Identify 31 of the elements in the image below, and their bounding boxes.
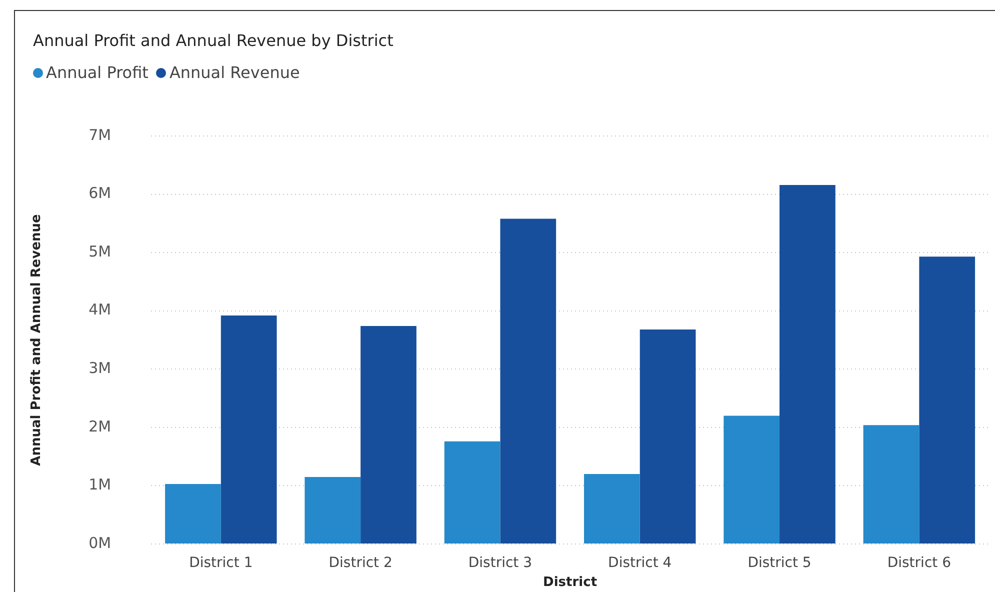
y-tick-label: 3M <box>88 359 112 378</box>
y-tick-label: 6M <box>88 184 112 202</box>
y-tick-label: 1M <box>88 476 112 494</box>
bar <box>304 476 361 544</box>
bar <box>640 330 696 544</box>
bar <box>165 484 221 544</box>
y-tick-label: 7M <box>88 126 112 144</box>
bar <box>724 416 780 544</box>
y-tick-label: 0M <box>88 534 112 552</box>
bar <box>863 425 920 544</box>
x-tick-label: District 6 <box>887 555 952 572</box>
bar <box>780 184 836 544</box>
x-tick-label: District 4 <box>608 555 672 572</box>
bar <box>220 316 277 544</box>
y-tick-label: 2M <box>88 417 112 436</box>
bar <box>584 474 640 544</box>
x-tick-label: District 2 <box>328 555 392 572</box>
x-tick-label: District 1 <box>189 555 253 572</box>
x-tick-label: District 3 <box>468 555 532 572</box>
x-axis-title: District <box>543 574 598 590</box>
x-tick-label: District 5 <box>748 555 812 572</box>
legend-label: Annual Profit <box>45 63 148 82</box>
bar <box>500 218 556 544</box>
y-tick-label: 5M <box>88 242 112 260</box>
bar <box>919 256 976 544</box>
bar <box>444 441 500 544</box>
chart-title: Annual Profit and Annual Revenue by District <box>33 31 394 50</box>
y-tick-label: 4M <box>88 300 112 319</box>
y-axis-title: Annual Profit and Annual Revenue <box>29 214 44 466</box>
legend-label: Annual Revenue <box>168 63 300 82</box>
bar <box>360 326 416 544</box>
